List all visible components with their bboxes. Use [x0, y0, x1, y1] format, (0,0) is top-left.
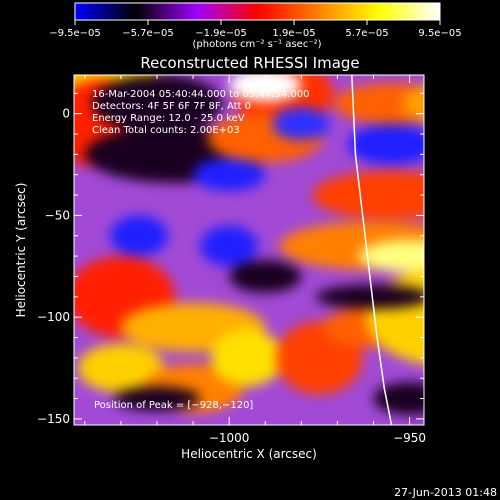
heatmap-blob	[272, 107, 331, 141]
heatmap-blob	[402, 85, 424, 122]
heatmap-image	[74, 75, 500, 429]
heatmap-blob	[92, 75, 222, 132]
colorbar-tick-label: −9.5e−05	[49, 28, 101, 39]
colorbar-units-label: (photons cm⁻² s⁻¹ asec⁻²)	[192, 39, 321, 50]
heatmap-blob	[373, 382, 424, 415]
plot-frame	[73, 74, 425, 426]
x-tick-label: −950	[393, 431, 426, 445]
heatmap-blob	[211, 329, 284, 387]
heatmap-blob	[77, 343, 165, 393]
peak-position-label: Position of Peak = [−928,−120]	[94, 400, 253, 411]
heatmap-blob	[456, 114, 500, 155]
x-tick-label: −1000	[209, 431, 250, 445]
heatmap-blob	[438, 325, 500, 390]
heatmap-blob	[312, 170, 424, 220]
y-axis: 0 −50 −100 −150	[37, 92, 424, 426]
heatmap-blob	[113, 386, 201, 411]
y-tick-label: −100	[37, 310, 70, 324]
heatmap-blob	[315, 284, 424, 310]
heatmap-blob	[348, 123, 424, 165]
heatmap-blob	[438, 388, 500, 429]
y-tick-label: −150	[37, 412, 70, 426]
colorbar-tick-label: 9.5e−05	[418, 28, 461, 39]
heatmap-blob	[229, 75, 302, 102]
heatmap-blobs	[74, 75, 500, 429]
annotation-line: Detectors: 4F 5F 6F 7F 8F, Att 0	[92, 101, 251, 112]
y-axis-label: Heliocentric Y (arcsec)	[14, 183, 28, 318]
annotation-line: 16-Mar-2004 05:40:44.000 to 05:44:54.000	[92, 89, 310, 100]
footer-date: 27-Jun-2013 01:48	[394, 486, 497, 499]
colorbar-tick-label: 1.9e−05	[272, 28, 315, 39]
heatmap-blob	[110, 215, 168, 257]
colorbar-ticks: −9.5e−05 −5.7e−05 −1.9e−05 1.9e−05 5.7e−05 9.…	[49, 20, 462, 39]
heatmap-blob	[229, 260, 302, 293]
heatmap-blob	[359, 239, 424, 273]
annotation-block: 16-Mar-2004 05:40:44.000 to 05:44:54.000…	[92, 89, 310, 136]
x-axis: −1000−950−900	[84, 75, 426, 445]
heatmap-blob	[200, 225, 259, 267]
heatmap-blob	[193, 158, 266, 191]
colorbar: −9.5e−05 −5.7e−05 −1.9e−05 1.9e−05 5.7e−05 9.…	[49, 2, 462, 50]
colorbar-gradient	[74, 2, 441, 21]
annotation-line: Clean Total counts: 2.00E+03	[92, 125, 240, 136]
heatmap-blob	[333, 83, 424, 124]
chart-title: Reconstructed RHESSI Image	[140, 54, 359, 72]
y-tick-label: 0	[62, 107, 70, 121]
y-tick-label: −50	[45, 208, 70, 222]
colorbar-tick-label: 5.7e−05	[345, 28, 388, 39]
colorbar-tick-label: −5.7e−05	[122, 28, 174, 39]
colorbar-tick-label: −1.9e−05	[195, 28, 247, 39]
x-axis-label: Heliocentric X (arcsec)	[181, 447, 317, 461]
annotation-line: Energy Range: 12.0 - 25.0 keV	[92, 113, 245, 124]
solar-limb-line	[351, 75, 393, 425]
